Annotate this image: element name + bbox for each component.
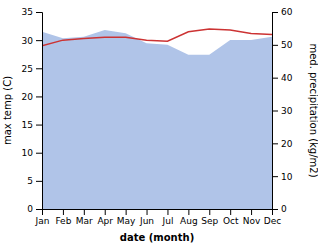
tick-label: 30	[22, 36, 34, 46]
plot: JanFebMarAprMayJunJulAugSepOctNovDec0510…	[22, 7, 293, 226]
tick-label: 40	[281, 73, 293, 83]
tick-label: Aug	[180, 216, 198, 226]
tick: Aug	[180, 209, 198, 226]
tick-label: 0	[281, 204, 287, 214]
tick-label: Apr	[97, 216, 113, 226]
tick-label: 0	[27, 204, 33, 214]
tick: 35	[22, 7, 42, 17]
tick: 30	[272, 106, 293, 116]
tick: Nov	[243, 209, 261, 226]
x-axis: Jan Feb Mar Apr MayJun Jul AugSep Oct NovDec	[35, 209, 282, 226]
precipitation-area	[42, 30, 272, 209]
tick-mark	[167, 209, 168, 215]
y-axis-left: 0 5 10 15 20 25 30 35	[22, 7, 43, 214]
tick-mark	[126, 209, 127, 215]
tick-label: Mar	[76, 216, 93, 226]
tick-mark	[147, 209, 148, 215]
y-axis-right: 0 10 20 30 40 50 60	[272, 7, 293, 214]
axis-line	[43, 210, 273, 216]
tick: Sep	[201, 209, 218, 226]
tick-mark	[36, 40, 42, 41]
tick: 25	[22, 64, 42, 74]
tick: 20	[22, 92, 42, 102]
tick-label: 5	[27, 176, 33, 186]
tick: 60	[272, 7, 293, 17]
tick: 30	[22, 36, 42, 46]
tick-mark	[251, 209, 252, 215]
tick-mark	[272, 176, 278, 177]
y-axis-title: max temp (C)	[2, 76, 13, 145]
tick: 0	[27, 204, 42, 214]
tick-mark	[230, 209, 231, 215]
tick: Dec	[264, 209, 281, 226]
tick-mark	[36, 153, 42, 154]
tick-label: 25	[22, 64, 33, 74]
tick: May	[117, 209, 136, 226]
tick-label: 35	[22, 7, 33, 17]
tick-mark	[272, 12, 278, 13]
tick-mark	[36, 125, 42, 126]
tick-mark	[272, 209, 278, 210]
tick-label: Nov	[243, 216, 261, 226]
tick-mark	[36, 68, 42, 69]
tick: 15	[22, 120, 42, 130]
tick-label: 60	[281, 7, 293, 17]
tick: 20	[272, 139, 293, 149]
tick-label: Jun	[139, 216, 154, 226]
tick-label: Oct	[223, 216, 239, 226]
tick-mark	[84, 209, 85, 215]
tick-label: 10	[281, 172, 293, 182]
x-axis-title: date (month)	[120, 232, 194, 243]
tick: Mar	[76, 209, 93, 226]
tick-mark	[36, 209, 42, 210]
tick-label: 15	[22, 120, 33, 130]
tick-label: Jul	[162, 216, 174, 226]
tick-mark	[63, 209, 64, 215]
tick: Jun	[139, 209, 154, 226]
tick-mark	[272, 78, 278, 79]
tick-label: 50	[281, 40, 293, 50]
tick: 10	[272, 172, 293, 182]
tick-mark	[272, 111, 278, 112]
tick-mark	[272, 143, 278, 144]
tick: Jul	[162, 209, 174, 226]
tick-label: Dec	[264, 216, 281, 226]
tick: 50	[272, 40, 293, 50]
tick-mark	[272, 45, 278, 46]
axis-line	[36, 13, 43, 210]
tick-label: May	[117, 216, 136, 226]
tick-mark	[36, 12, 42, 13]
tick-label: Feb	[55, 216, 71, 226]
tick-mark	[188, 209, 189, 215]
chart: JanFebMarAprMayJunJulAugSepOctNovDec0510…	[0, 0, 318, 247]
y2-axis-title: med. precipitation (kg/m2)	[308, 43, 318, 177]
tick: 0	[272, 204, 287, 214]
tick-label: Sep	[201, 216, 218, 226]
tick: Apr	[97, 209, 113, 226]
tick-label: 20	[22, 92, 34, 102]
tick-label: Jan	[35, 216, 50, 226]
tick: Jan	[35, 209, 50, 226]
tick-mark	[36, 96, 42, 97]
tick: Oct	[223, 209, 239, 226]
tick: 10	[22, 148, 42, 158]
tick: 5	[27, 176, 42, 186]
tick-mark	[36, 181, 42, 182]
tick: Feb	[55, 209, 71, 226]
tick-label: 10	[22, 148, 34, 158]
marks	[42, 29, 272, 209]
tick-mark	[209, 209, 210, 215]
tick-mark	[105, 209, 106, 215]
tick: 40	[272, 73, 293, 83]
tick-label: 30	[281, 106, 293, 116]
temperature-line	[42, 29, 272, 46]
tick-label: 20	[281, 139, 293, 149]
axis-line	[273, 13, 279, 210]
